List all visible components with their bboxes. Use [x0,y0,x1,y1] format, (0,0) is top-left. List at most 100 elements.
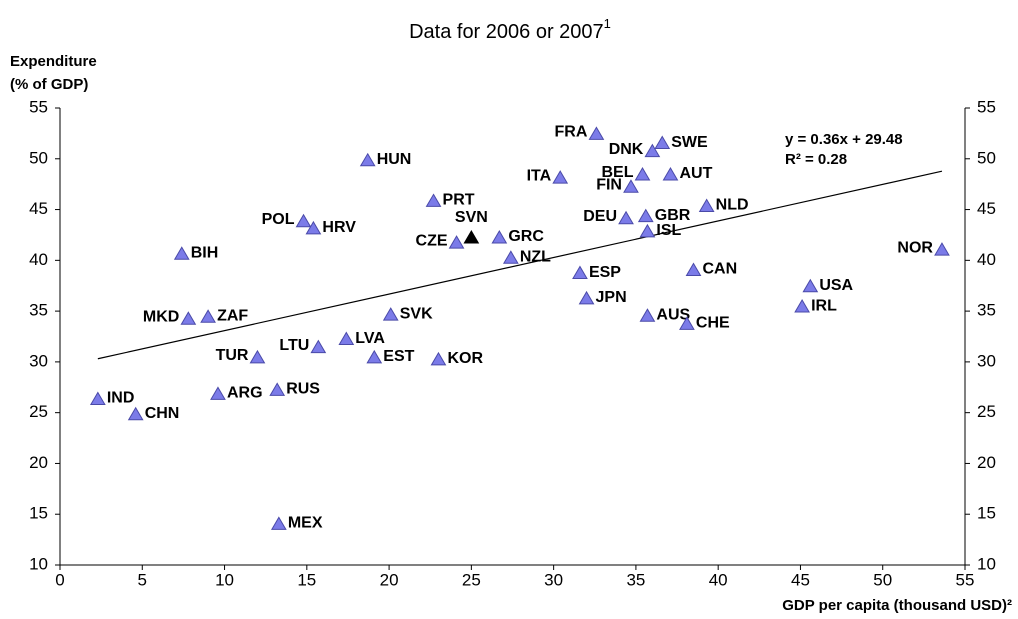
x-tick-label: 25 [462,570,481,589]
point [430,351,447,366]
point [639,223,656,238]
y-tick-label: 40 [29,250,48,269]
point-label: SVK [400,305,433,322]
x-tick-label: 40 [709,570,728,589]
point [698,198,715,213]
point-label: POL [262,211,295,228]
point-label: DNK [609,141,644,158]
x-tick-label: 10 [215,570,234,589]
x-tick-label: 5 [138,570,147,589]
point [618,210,634,225]
point [310,339,327,354]
point [448,235,465,249]
point [270,516,287,530]
point-label: EST [383,348,414,365]
point-label: HRV [322,219,356,236]
point-label: TUR [216,347,249,364]
point [359,152,376,167]
y2-tick-label: 10 [977,554,996,573]
point [425,193,442,207]
point [572,265,588,280]
point [654,135,671,150]
point-label: ZAF [217,307,248,324]
x-tick-label: 30 [544,570,563,589]
point [89,391,106,405]
point-label: MKD [143,308,179,325]
point-label: BEL [601,164,633,181]
point-label: MEX [288,515,323,532]
x-tick-label: 55 [956,570,975,589]
point-label: CZE [416,232,448,249]
y2-tick-label: 20 [977,453,996,472]
point [305,220,322,235]
point-label: GRC [508,228,544,245]
point-label: HUN [377,151,412,168]
point [249,349,266,364]
point [269,382,286,396]
y2-tick-label: 40 [977,250,996,269]
y-tick-label: 50 [29,148,48,167]
point-label: CAN [703,261,738,278]
x-tick-label: 50 [873,570,892,589]
point [338,331,355,346]
point [200,309,216,323]
point [491,229,508,244]
y-tick-label: 35 [29,301,48,320]
point [639,308,656,322]
point-label: BIH [191,244,219,261]
point-label: AUT [679,165,712,182]
point [634,167,651,181]
point-label: GBR [655,207,691,224]
point [934,242,950,256]
point-label: SWE [671,134,708,151]
y-tick-label: 20 [29,453,48,472]
point [662,167,679,181]
y-tick-label: 10 [29,554,48,573]
point-label: DEU [583,208,617,225]
point-label: NOR [897,239,933,256]
point-label: IRL [811,297,837,314]
point [578,290,595,305]
x-tick-label: 35 [626,570,645,589]
y-tick-label: 15 [29,504,48,523]
point-label: LTU [279,337,309,354]
trend-line [97,170,943,360]
point-label: CHE [696,315,730,332]
point [637,208,654,223]
point-label: JPN [596,289,627,306]
x-tick-label: 0 [55,570,64,589]
point [180,311,197,325]
point [794,299,810,313]
x-tick-label: 45 [791,570,810,589]
x-tick-label: 20 [380,570,399,589]
y-tick-label: 45 [29,199,48,218]
point [366,349,383,364]
trend-r2: R² = 0.28 [785,151,847,168]
trend-equation: y = 0.36x + 29.48 [785,131,903,148]
point [588,126,605,140]
point-label: ISL [656,222,681,239]
y2-tick-label: 55 [977,97,996,116]
point [127,406,144,421]
point [679,316,695,330]
point-label: LVA [355,330,385,347]
point [552,170,569,184]
point-label: PRT [443,192,475,209]
point-label: AUS [656,306,690,323]
x-axis-label: GDP per capita (thousand USD)² [782,597,1012,614]
y-tick-label: 55 [29,97,48,116]
y-axis-label: Expenditure [10,53,97,70]
point-label: SVN [455,209,488,226]
chart-title: Data for 2006 or 20071 [409,16,611,43]
point [210,386,226,400]
point-label: RUS [286,381,320,398]
y2-tick-label: 25 [977,402,996,421]
y-tick-label: 25 [29,402,48,421]
point [685,262,702,276]
point-label: ITA [527,167,552,184]
title-superscript: 1 [604,16,611,31]
y2-tick-label: 35 [977,301,996,320]
y-tick-label: 30 [29,351,48,370]
